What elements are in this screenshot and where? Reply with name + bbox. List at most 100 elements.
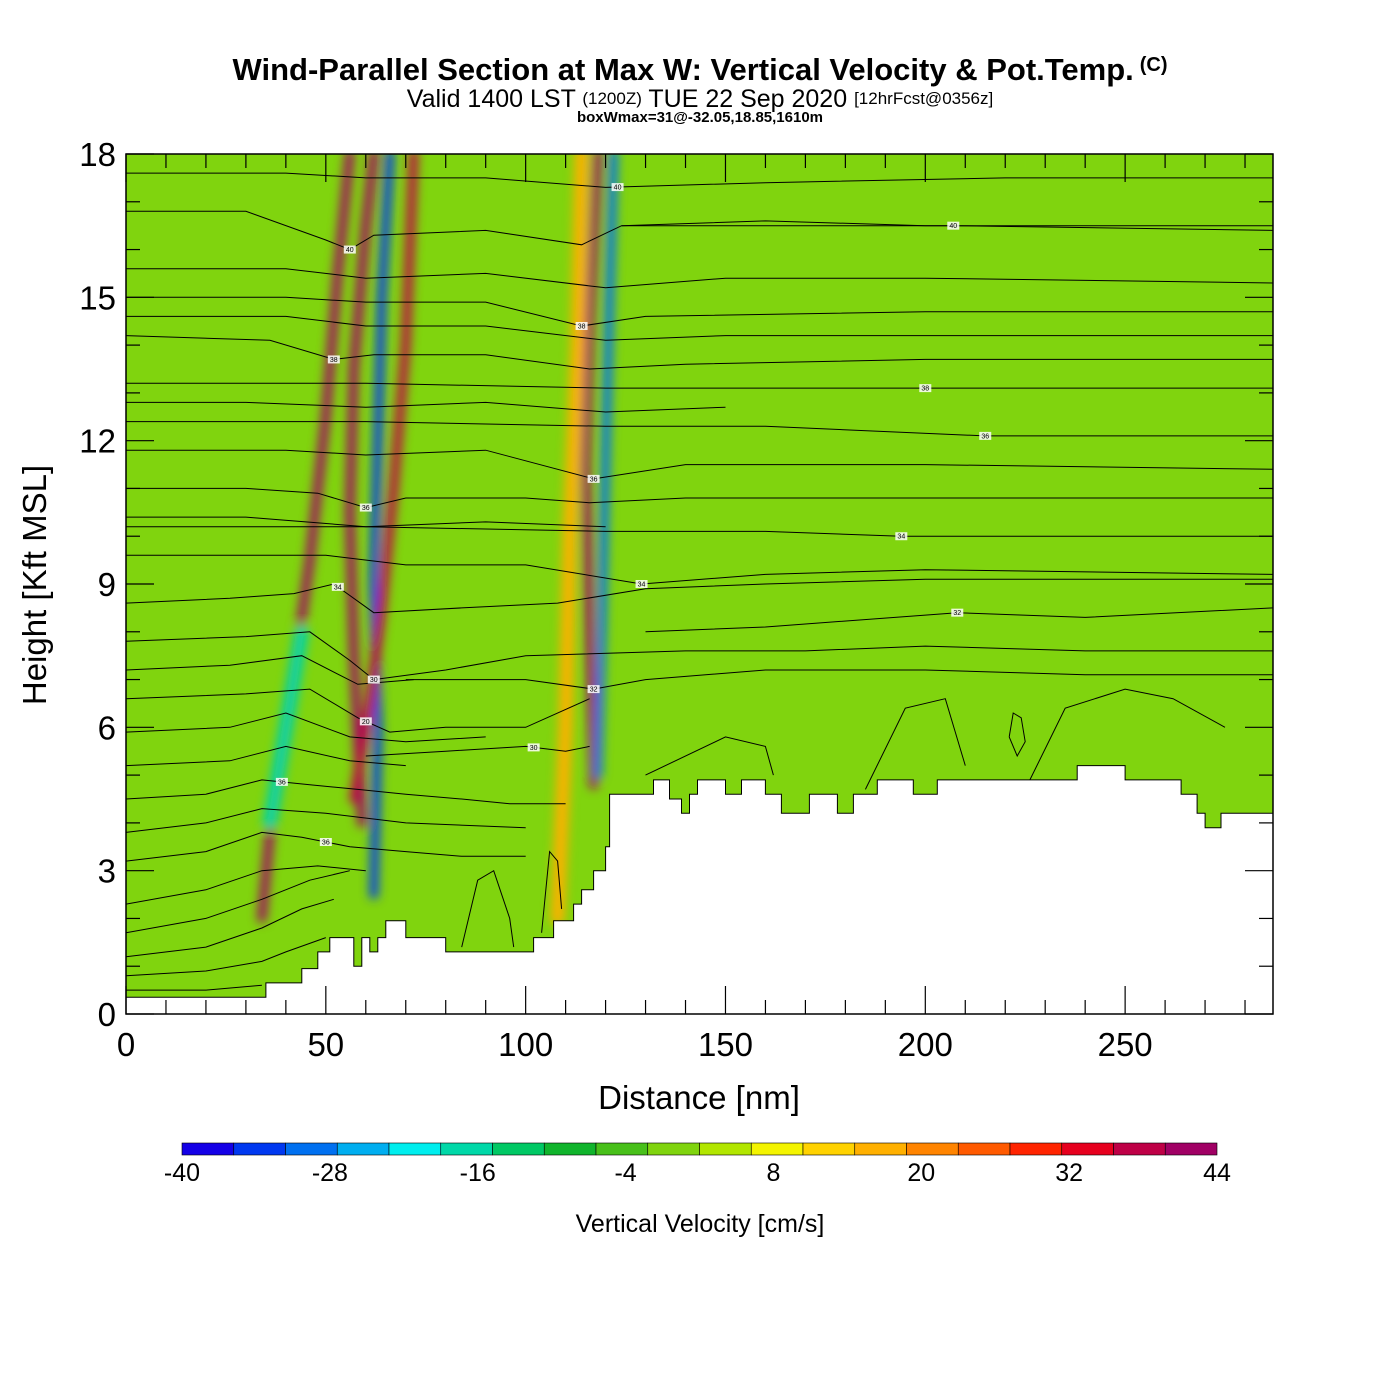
theta-label-bg-1 — [319, 838, 332, 846]
colorbar-tick-label: 32 — [1055, 1159, 1083, 1187]
theta-contour-unlabeled-18 — [541, 850, 563, 933]
theta-label-bg-7 — [611, 183, 624, 192]
box-info: boxWmax=31@-32.05,18.85,1610m — [576, 109, 824, 126]
colorbar-swatch — [440, 1142, 493, 1156]
theta-label-bg-18 — [947, 221, 960, 230]
y-tick-label: 0 — [98, 996, 116, 1033]
y-tick-label: 12 — [79, 423, 116, 460]
colorbar-swatch — [854, 1142, 907, 1156]
colorbar-tick-label: 20 — [907, 1159, 935, 1187]
velocity-band-6 — [593, 154, 619, 780]
colorbar-swatch — [647, 1142, 700, 1156]
colorbar-swatch — [1009, 1142, 1063, 1156]
theta-contour-unlabeled-10 — [126, 401, 726, 413]
x-tick-label: 200 — [898, 1026, 953, 1063]
theta-label-bg-10 — [359, 503, 372, 512]
theta-label-11: 36 — [590, 476, 598, 483]
velocity-band-4 — [262, 624, 309, 830]
theta-contour-unlabeled-13 — [645, 736, 774, 776]
theta-contour-7 — [126, 172, 1273, 188]
colorbar-label: Vertical Velocity [cm/s] — [576, 1210, 825, 1238]
theta-contour-unlabeled-5 — [126, 808, 526, 833]
theta-contour-3 — [126, 631, 1273, 681]
theta-label-9: 38 — [578, 324, 586, 331]
copyright-mark: (C) — [1139, 54, 1168, 76]
velocity-band-7 — [550, 154, 589, 926]
theta-contour-unlabeled-15 — [1024, 688, 1226, 790]
theta-contour-unlabeled-17 — [461, 869, 515, 948]
colorbar-tick-label: -4 — [614, 1159, 636, 1187]
colorbar-tick-label: 8 — [766, 1159, 780, 1187]
valid-prefix: Valid 1400 LST — [406, 85, 576, 113]
colorbar-tick-label: -40 — [164, 1159, 200, 1187]
theta-label-bg-17 — [951, 608, 964, 617]
x-axis: 0 50 100 150 200 250 — [117, 154, 1246, 1063]
theta-contour-10 — [126, 487, 1273, 509]
colorbar-swatch — [492, 1142, 545, 1156]
theta-label-8: 38 — [330, 357, 338, 364]
theta-contour-16 — [405, 669, 1273, 690]
x-tick-label: 0 — [117, 1026, 135, 1063]
y-tick-label: 18 — [79, 136, 116, 173]
theta-contour-2 — [126, 578, 1273, 614]
y-tick-label: 3 — [98, 853, 116, 890]
theta-label-7: 40 — [614, 185, 622, 192]
theta-contour-unlabeled-6 — [126, 745, 406, 767]
colorbar-swatch — [750, 1142, 804, 1156]
colorbar-swatch — [699, 1142, 752, 1156]
theta-label-bg-15 — [895, 532, 908, 541]
theta-label-18: 40 — [949, 223, 957, 230]
theta-contour-unlabeled-7 — [126, 712, 486, 743]
theta-label-5: 30 — [530, 745, 538, 752]
y-axis: 0 36 9 12 15 18 — [79, 136, 1273, 1033]
theta-label-12: 34 — [638, 582, 646, 589]
colorbar-swatch — [802, 1142, 856, 1156]
theta-contour-0 — [126, 779, 566, 805]
chart-title: Wind-Parallel Section at Max W: Vertical… — [0, 52, 1400, 88]
theta-contour-15 — [126, 526, 1273, 537]
theta-contour-12 — [126, 554, 1273, 585]
theta-label-bg-6 — [343, 245, 356, 254]
forecast-info: [12hrFcst@0356z] — [854, 89, 994, 108]
y-tick-label: 9 — [98, 566, 116, 603]
colorbar-swatch — [181, 1142, 235, 1156]
colorbar-swatch — [957, 1142, 1011, 1156]
colorbar-swatch — [1061, 1142, 1114, 1156]
theta-contour-18 — [621, 225, 1273, 231]
theta-contour-unlabeled-16 — [1008, 712, 1026, 758]
theta-contour-unlabeled-12 — [126, 315, 1273, 341]
theta-label-15: 34 — [897, 534, 905, 541]
colorbar-tick-label: -28 — [312, 1159, 348, 1187]
theta-label-bg-11 — [587, 474, 600, 483]
theta-label-17: 32 — [953, 610, 961, 617]
colorbar-swatch — [1113, 1142, 1166, 1156]
theta-contour-unlabeled-14 — [864, 698, 966, 790]
colorbar-swatch — [906, 1142, 959, 1156]
theta-contour-unlabeled-3 — [126, 870, 350, 934]
theta-label-6: 40 — [346, 247, 354, 254]
y-tick-label: 15 — [79, 279, 116, 316]
x-tick-label: 250 — [1098, 1026, 1153, 1063]
colorbar-tick-label: 44 — [1203, 1159, 1231, 1187]
theta-contour-5 — [365, 745, 590, 757]
theta-label-13: 38 — [921, 386, 929, 393]
y-axis-label: Height [Kft MSL] — [16, 465, 53, 705]
theta-contour-9 — [126, 296, 1273, 327]
theta-contour-unlabeled-0 — [126, 984, 262, 991]
terrain-fill — [126, 765, 1273, 1014]
theta-label-10: 36 — [362, 505, 370, 512]
theta-contour-unlabeled-1 — [126, 937, 326, 977]
x-tick-label: 100 — [498, 1026, 553, 1063]
colorbar-swatch — [388, 1142, 442, 1156]
colorbar-swatch — [233, 1142, 286, 1156]
theta-label-bg-3 — [367, 675, 380, 684]
title-text: Wind-Parallel Section at Max W: Vertical… — [232, 52, 1134, 87]
theta-label-16: 32 — [590, 687, 598, 694]
colorbar-swatch — [285, 1142, 338, 1156]
velocity-band-0 — [257, 154, 355, 923]
x-axis-label: Distance [nm] — [598, 1079, 800, 1116]
theta-label-bg-14 — [979, 431, 992, 440]
theta-contour-14 — [126, 421, 1273, 437]
colorbar-swatch — [543, 1142, 597, 1156]
